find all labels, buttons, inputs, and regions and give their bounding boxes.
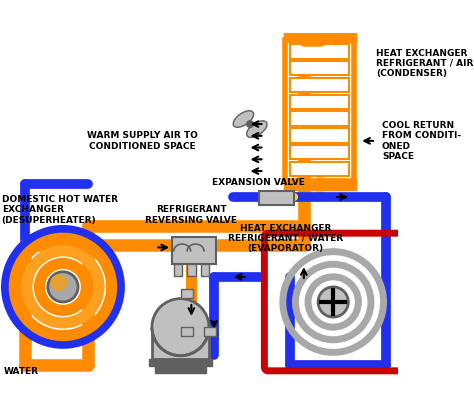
Circle shape bbox=[48, 272, 78, 302]
Circle shape bbox=[318, 287, 348, 317]
Text: DOMESTIC HOT WATER
EXCHANGER
(DESUPERHEATER): DOMESTIC HOT WATER EXCHANGER (DESUPERHEA… bbox=[2, 195, 118, 225]
Circle shape bbox=[247, 121, 254, 127]
Bar bbox=[291, 111, 349, 126]
Text: WATER: WATER bbox=[4, 367, 39, 376]
Bar bbox=[187, 264, 196, 276]
Text: EXPANSION VALVE: EXPANSION VALVE bbox=[212, 178, 305, 187]
Bar bbox=[181, 327, 193, 336]
Bar bbox=[285, 40, 354, 181]
Bar bbox=[181, 290, 193, 298]
Bar bbox=[291, 45, 349, 59]
Bar bbox=[291, 61, 349, 75]
Bar bbox=[148, 359, 212, 366]
Circle shape bbox=[50, 274, 67, 291]
Bar bbox=[174, 264, 182, 276]
Bar bbox=[201, 264, 209, 276]
Bar bbox=[291, 95, 349, 109]
Ellipse shape bbox=[233, 111, 254, 127]
Text: HEAT EXCHANGER
REFRIGERANT / WATER
(EVAPORATOR): HEAT EXCHANGER REFRIGERANT / WATER (EVAP… bbox=[228, 223, 343, 253]
Text: REFRIGERANT
REVERSING VALVE: REFRIGERANT REVERSING VALVE bbox=[146, 206, 237, 225]
Text: HEAT EXCHANGER
REFRIGERANT / AIR
(CONDENSER): HEAT EXCHANGER REFRIGERANT / AIR (CONDEN… bbox=[376, 49, 474, 78]
Bar bbox=[155, 366, 206, 372]
Text: COOL RETURN
FROM CONDITI-
ONED
SPACE: COOL RETURN FROM CONDITI- ONED SPACE bbox=[382, 121, 461, 161]
Ellipse shape bbox=[246, 121, 267, 137]
Bar bbox=[291, 162, 349, 176]
Bar bbox=[291, 145, 349, 159]
Bar bbox=[258, 191, 294, 205]
Bar bbox=[204, 327, 216, 336]
Bar bbox=[172, 238, 216, 264]
Bar bbox=[283, 179, 356, 190]
Text: WARM SUPPLY AIR TO
CONDITIONED SPACE: WARM SUPPLY AIR TO CONDITIONED SPACE bbox=[87, 131, 198, 151]
Circle shape bbox=[152, 299, 209, 356]
Bar bbox=[291, 78, 349, 92]
Bar bbox=[291, 128, 349, 143]
Bar bbox=[152, 327, 209, 359]
Bar bbox=[283, 32, 356, 42]
